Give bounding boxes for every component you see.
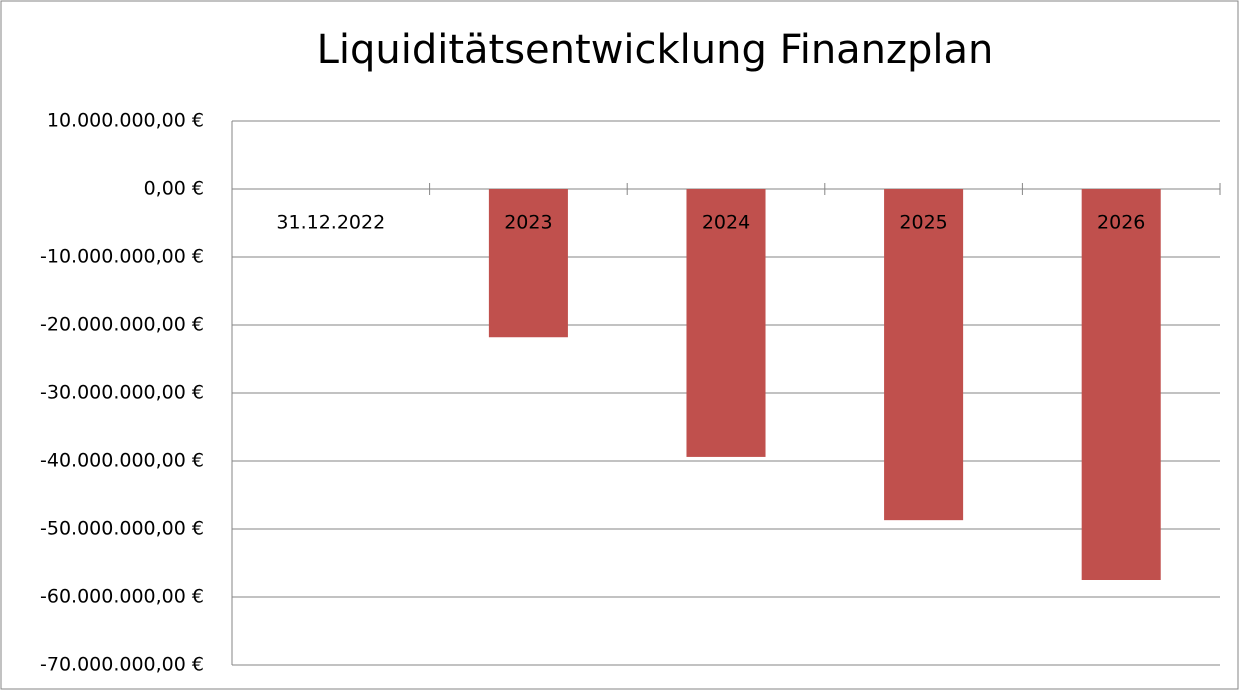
y-tick-label: -30.000.000,00 € [40,382,204,404]
x-tick-label: 2026 [1097,212,1145,234]
x-tick-label: 2023 [504,212,552,234]
x-tick-label: 2024 [702,212,750,234]
y-tick-label: -10.000.000,00 € [40,246,204,268]
y-tick-label: -60.000.000,00 € [40,586,204,608]
y-tick-label: -70.000.000,00 € [40,654,204,676]
y-tick-label: -20.000.000,00 € [40,314,204,336]
y-tick-label: -50.000.000,00 € [40,518,204,540]
bar [884,189,964,521]
y-tick-label: -40.000.000,00 € [40,450,204,472]
y-tick-label: 10.000.000,00 € [47,110,204,132]
bar [488,189,568,338]
x-tick-label: 31.12.2022 [276,212,385,234]
x-tick-label: 2025 [899,212,947,234]
bar [1081,189,1161,580]
chart-title: Liquiditätsentwicklung Finanzplan [317,27,994,73]
bar [686,189,766,457]
y-tick-label: 0,00 € [144,178,204,200]
